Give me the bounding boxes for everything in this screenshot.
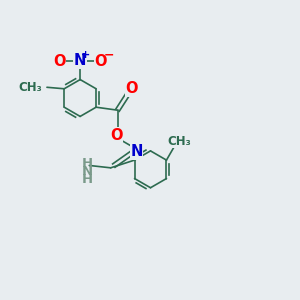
Text: CH₃: CH₃: [167, 135, 191, 148]
Text: N: N: [74, 53, 86, 68]
Text: N: N: [130, 144, 143, 159]
Text: −: −: [104, 49, 114, 62]
Text: H: H: [81, 172, 92, 186]
Text: H: H: [81, 158, 92, 170]
Text: CH₃: CH₃: [19, 81, 43, 94]
Text: N: N: [81, 166, 92, 178]
Text: O: O: [95, 54, 107, 69]
Text: +: +: [81, 50, 90, 60]
Text: O: O: [110, 128, 122, 142]
Text: O: O: [53, 54, 66, 69]
Text: O: O: [125, 81, 138, 96]
